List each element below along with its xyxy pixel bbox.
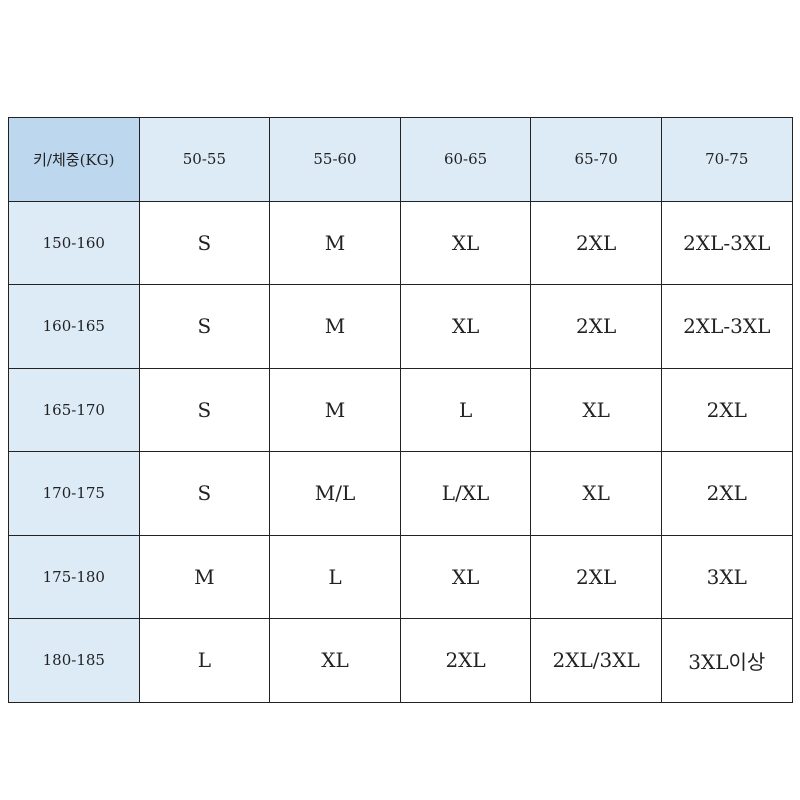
size-cell: S (138, 367, 271, 452)
size-cell: 2XL/3XL (530, 618, 662, 703)
height-header: 180-185 (8, 618, 140, 703)
size-cell: 2XL (530, 534, 662, 619)
size-cell: M (138, 534, 271, 619)
size-cell: L (269, 534, 401, 619)
table-row: 180-185 L XL 2XL 2XL/3XL 3XL이상 (8, 618, 793, 703)
size-cell: 2XL (660, 367, 793, 452)
size-cell: L (138, 618, 271, 703)
weight-header: 60-65 (399, 117, 532, 202)
height-header: 150-160 (8, 200, 140, 285)
weight-header: 50-55 (138, 117, 271, 202)
size-cell: 2XL (399, 618, 532, 703)
size-cell: M (269, 367, 401, 452)
size-cell: 2XL-3XL (660, 200, 793, 285)
corner-header: 키/체중(KG) (8, 117, 140, 202)
height-header: 165-170 (8, 367, 140, 452)
size-cell: S (138, 451, 271, 536)
size-cell: L (399, 367, 532, 452)
height-header: 175-180 (8, 534, 140, 619)
size-cell: 3XL (660, 534, 793, 619)
size-cell: S (138, 284, 271, 369)
size-cell: M (269, 200, 401, 285)
size-cell: XL (530, 367, 662, 452)
table-row: 175-180 M L XL 2XL 3XL (8, 534, 793, 619)
size-cell: 3XL이상 (660, 618, 793, 703)
size-cell: XL (269, 618, 401, 703)
table-row: 165-170 S M L XL 2XL (8, 367, 793, 452)
header-row: 키/체중(KG) 50-55 55-60 60-65 65-70 70-75 (8, 117, 793, 202)
size-cell: 2XL (530, 200, 662, 285)
size-cell: 2XL-3XL (660, 284, 793, 369)
table-row: 160-165 S M XL 2XL 2XL-3XL (8, 284, 793, 369)
table-row: 150-160 S M XL 2XL 2XL-3XL (8, 200, 793, 285)
size-cell: XL (399, 534, 532, 619)
size-chart-table: 키/체중(KG) 50-55 55-60 60-65 65-70 70-75 150-1… (8, 117, 793, 703)
size-cell: M/L (269, 451, 401, 536)
weight-header: 65-70 (530, 117, 662, 202)
weight-header: 55-60 (269, 117, 401, 202)
size-cell: XL (399, 284, 532, 369)
height-header: 170-175 (8, 451, 140, 536)
size-cell: XL (530, 451, 662, 536)
size-cell: 2XL (530, 284, 662, 369)
weight-header: 70-75 (660, 117, 793, 202)
height-header: 160-165 (8, 284, 140, 369)
table-row: 170-175 S M/L L/XL XL 2XL (8, 451, 793, 536)
size-cell: M (269, 284, 401, 369)
size-cell: S (138, 200, 271, 285)
size-cell: L/XL (399, 451, 532, 536)
size-cell: 2XL (660, 451, 793, 536)
size-cell: XL (399, 200, 532, 285)
